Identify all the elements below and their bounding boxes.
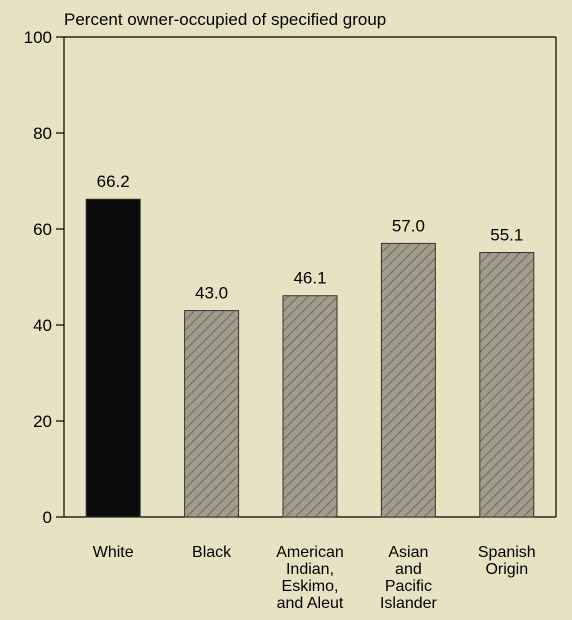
y-tick-label: 80 bbox=[33, 124, 52, 143]
bar bbox=[184, 310, 240, 518]
y-tick-label: 60 bbox=[33, 220, 52, 239]
bar-value-label: 43.0 bbox=[195, 284, 228, 303]
bar-value-label: 57.0 bbox=[392, 216, 425, 235]
y-tick-label: 20 bbox=[33, 412, 52, 431]
category-labels: White Black American Indian, Eskimo, and Aleu… bbox=[93, 544, 536, 612]
y-tick-label: 0 bbox=[43, 508, 52, 527]
y-tick-label: 40 bbox=[33, 316, 52, 335]
bar bbox=[85, 198, 141, 518]
axes: 0 20 40 60 80 100 bbox=[24, 28, 557, 527]
bar bbox=[282, 295, 338, 518]
x-category-label: American Indian, Eskimo, and Aleut bbox=[276, 544, 344, 612]
chart-title: Percent owner-occupied of specified grou… bbox=[64, 10, 386, 29]
x-category-label: Spanish Origin bbox=[478, 544, 536, 578]
bar bbox=[380, 242, 436, 518]
bar bbox=[479, 252, 535, 518]
bar-value-label: 46.1 bbox=[293, 269, 326, 288]
y-tick-label: 100 bbox=[24, 28, 52, 47]
data-labels: 66.2 43.0 46.1 57.0 55.1 bbox=[97, 172, 524, 302]
bar-value-label: 55.1 bbox=[490, 226, 523, 245]
x-category-label: White bbox=[93, 544, 134, 561]
bars bbox=[85, 198, 535, 518]
x-category-label: Black bbox=[192, 544, 232, 561]
bar-value-label: 66.2 bbox=[97, 172, 130, 191]
x-category-label: Asian and Pacific Islander bbox=[380, 544, 438, 612]
